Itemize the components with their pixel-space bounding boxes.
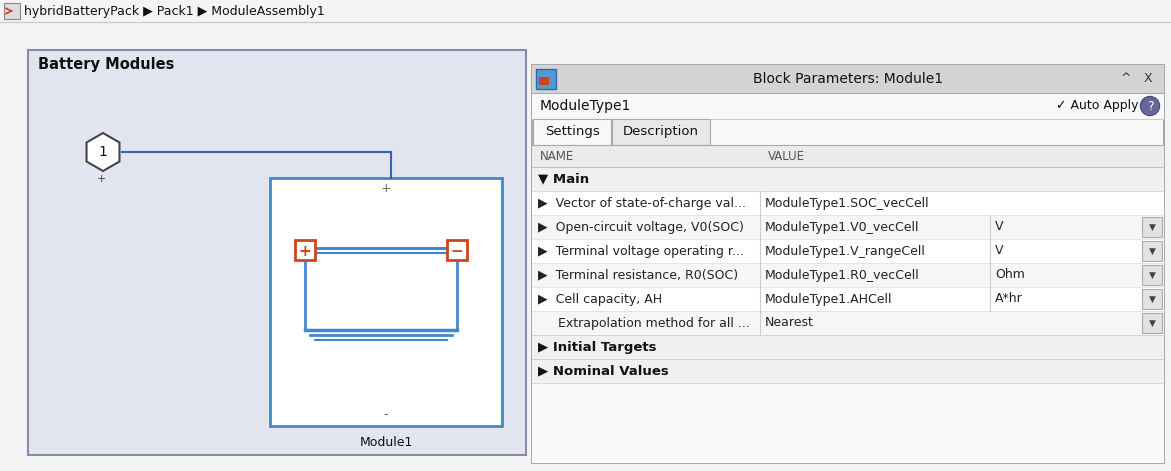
Text: ModuleType1.V0_vecCell: ModuleType1.V0_vecCell: [765, 220, 919, 234]
Text: ▼: ▼: [1149, 318, 1156, 327]
Bar: [536, 69, 556, 89]
Text: 1: 1: [98, 145, 108, 159]
Text: ▶  Cell capacity, AH: ▶ Cell capacity, AH: [537, 292, 662, 306]
Bar: [533, 119, 611, 145]
Text: X: X: [1144, 73, 1152, 86]
Bar: [532, 167, 1164, 191]
Text: ModuleType1.SOC_vecCell: ModuleType1.SOC_vecCell: [765, 196, 930, 210]
Bar: [532, 65, 1164, 463]
Bar: [532, 359, 1164, 383]
Text: Battery Modules: Battery Modules: [37, 57, 174, 73]
Text: ✓ Auto Apply: ✓ Auto Apply: [1056, 99, 1138, 113]
Bar: [532, 239, 1164, 263]
Text: Extrapolation method for all ...: Extrapolation method for all ...: [537, 317, 749, 330]
Text: -: -: [384, 408, 389, 422]
Text: NAME: NAME: [540, 149, 574, 162]
Text: hybridBatteryPack ▶ Pack1 ▶ ModuleAssembly1: hybridBatteryPack ▶ Pack1 ▶ ModuleAssemb…: [23, 5, 324, 17]
Text: V: V: [995, 244, 1004, 258]
Bar: [532, 311, 1164, 335]
Text: ModuleType1.AHCell: ModuleType1.AHCell: [765, 292, 892, 306]
Bar: [532, 191, 1164, 215]
Bar: [1142, 265, 1162, 285]
Bar: [532, 215, 1164, 239]
Bar: [532, 263, 1164, 287]
Bar: [539, 77, 549, 85]
Text: ▼ Main: ▼ Main: [537, 172, 589, 186]
Text: +: +: [299, 244, 311, 259]
Bar: [532, 145, 1164, 167]
Bar: [532, 287, 1164, 311]
Bar: [0, 0, 1171, 22]
Bar: [612, 119, 710, 145]
Bar: [532, 335, 1164, 359]
Bar: [28, 50, 526, 455]
Text: +: +: [381, 182, 391, 195]
Bar: [447, 240, 467, 260]
Text: ▼: ▼: [1149, 270, 1156, 279]
Text: Block Parameters: Module1: Block Parameters: Module1: [753, 72, 943, 86]
Text: ▶ Initial Targets: ▶ Initial Targets: [537, 341, 657, 354]
Text: ?: ?: [1146, 99, 1153, 113]
Text: ▶  Terminal resistance, R0(SOC): ▶ Terminal resistance, R0(SOC): [537, 268, 738, 282]
Bar: [532, 383, 1164, 463]
Text: ModuleType1.R0_vecCell: ModuleType1.R0_vecCell: [765, 268, 919, 282]
Bar: [1142, 241, 1162, 261]
Bar: [532, 65, 1164, 93]
Text: Settings: Settings: [545, 125, 600, 138]
Bar: [295, 240, 315, 260]
Text: +: +: [96, 174, 105, 184]
Text: −: −: [451, 244, 464, 259]
Bar: [271, 178, 502, 426]
Text: ModuleType1.V_rangeCell: ModuleType1.V_rangeCell: [765, 244, 926, 258]
Text: ▶  Terminal voltage operating r...: ▶ Terminal voltage operating r...: [537, 244, 744, 258]
Text: ^: ^: [1121, 73, 1131, 86]
Bar: [1142, 313, 1162, 333]
Text: ModuleType1: ModuleType1: [540, 99, 631, 113]
Text: VALUE: VALUE: [768, 149, 804, 162]
Text: Module1: Module1: [359, 436, 412, 448]
Bar: [1142, 217, 1162, 237]
Text: ▶  Open-circuit voltage, V0(SOC): ▶ Open-circuit voltage, V0(SOC): [537, 220, 744, 234]
Bar: [532, 93, 1164, 119]
Text: A*hr: A*hr: [995, 292, 1022, 306]
Text: V: V: [995, 220, 1004, 234]
Polygon shape: [87, 133, 119, 171]
Text: ▼: ▼: [1149, 246, 1156, 255]
Bar: [1142, 289, 1162, 309]
Text: Description: Description: [623, 125, 699, 138]
Text: ▶ Nominal Values: ▶ Nominal Values: [537, 365, 669, 377]
Bar: [4, 3, 20, 19]
Text: ▶  Vector of state-of-charge val...: ▶ Vector of state-of-charge val...: [537, 196, 746, 210]
Text: ▼: ▼: [1149, 294, 1156, 303]
Bar: [304, 248, 457, 330]
Text: Nearest: Nearest: [765, 317, 814, 330]
Text: Ohm: Ohm: [995, 268, 1025, 282]
Text: ▼: ▼: [1149, 222, 1156, 232]
